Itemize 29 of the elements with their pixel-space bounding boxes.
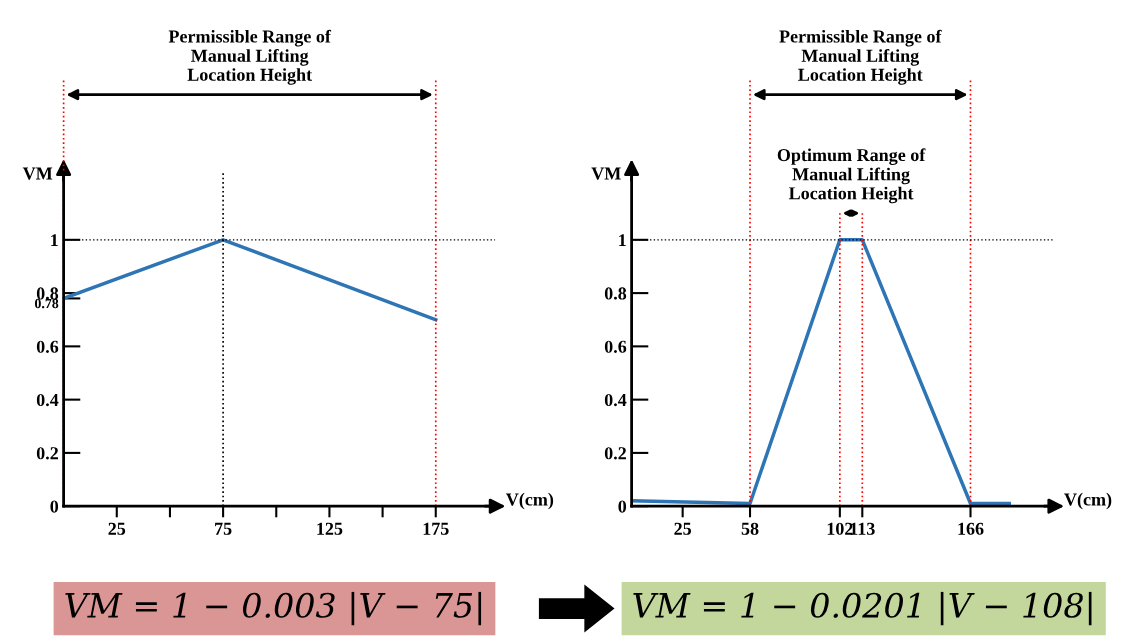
y-tick-label: 0 [50,500,59,513]
y-tick-label: 1 [619,234,626,247]
y-tick-label: 1 [51,234,58,247]
y-tick-label: 0 [618,500,627,513]
y-tick-label: 0.6 [604,340,627,353]
text: Permissible Range of Manual Lifting Location Height [779,29,942,85]
y-tick-label: 0.4 [36,393,59,407]
y-tick-label: 0.78 [34,298,59,309]
x-axis-title: V(cm) [1064,492,1112,510]
y-tick-label: 0.6 [36,340,59,353]
x-tick-label: 58 [741,522,759,535]
text: VM = 1 − 0.0201 |V − 108| [633,591,1092,626]
text: VM = 1 − 0.003 |V − 75| [65,591,482,626]
x-tick-label: 75 [215,522,232,535]
y-tick-label: 0.2 [36,447,58,460]
y-axis-title: VM [22,167,53,180]
text: Permissible Range of Manual Lifting Location Height [168,29,332,85]
x-tick-label: 175 [423,522,449,535]
x-tick-label: 25 [674,522,692,535]
x-axis-title: V(cm) [505,492,554,510]
y-tick-label: 0.8 [36,287,59,300]
y-axis-title: VM [591,167,621,180]
x-tick-label: 25 [108,522,126,535]
y-tick-label: 0.4 [604,393,627,407]
x-tick-label: 125 [317,522,343,535]
y-tick-label: 0.8 [604,287,627,300]
y-tick-label: 0.2 [604,447,626,460]
x-tick-label: 166 [958,522,984,535]
annotation: Optimum Range of Manual Lifting Location Height [777,148,926,204]
